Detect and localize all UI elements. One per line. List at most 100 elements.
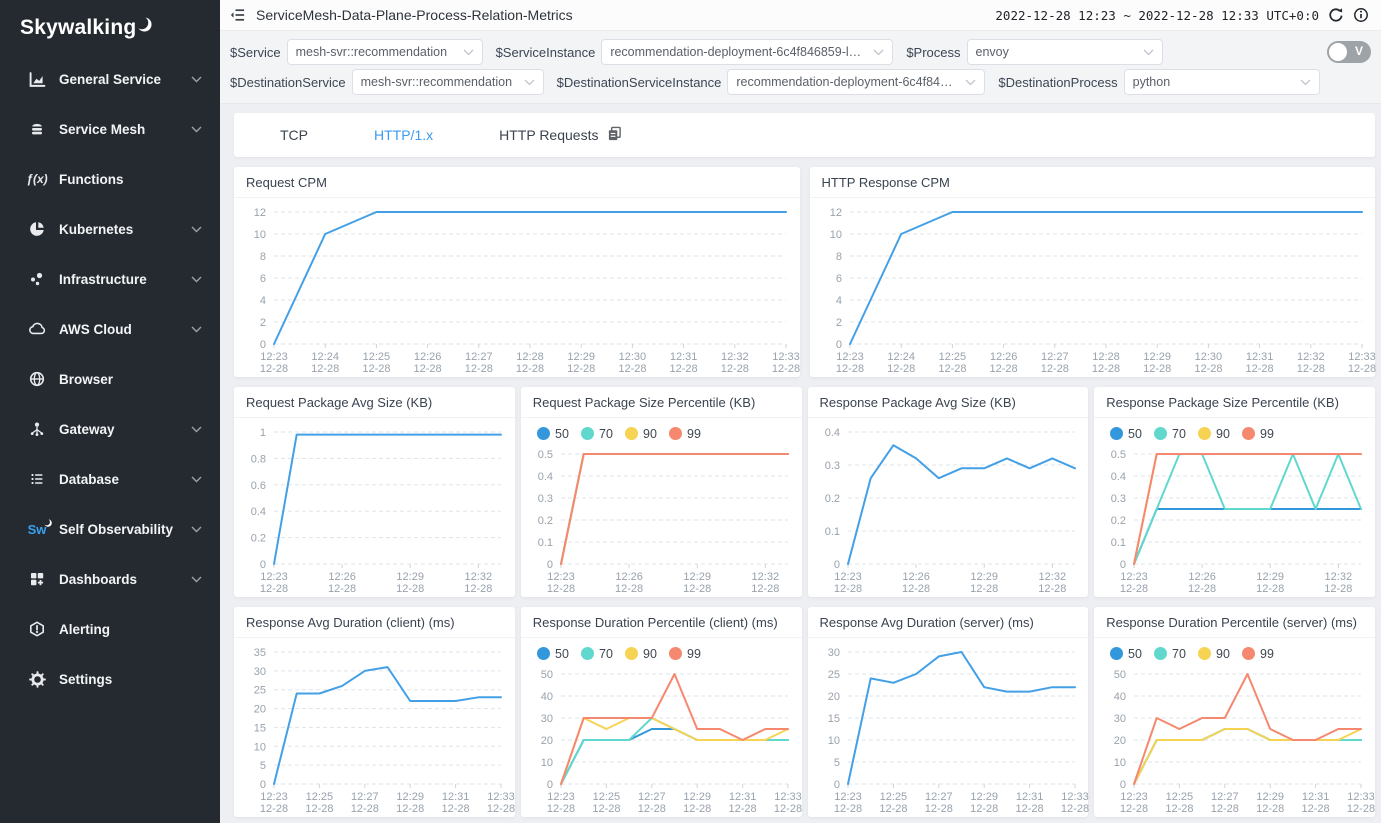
svg-text:12:23: 12:23 xyxy=(1120,791,1148,803)
sidebar-item-browser[interactable]: Browser xyxy=(0,354,220,404)
svg-text:99: 99 xyxy=(687,427,701,441)
info-icon[interactable] xyxy=(1353,7,1369,23)
chevron-down-icon xyxy=(191,576,202,583)
svg-text:12-28: 12-28 xyxy=(721,363,749,375)
svg-text:2: 2 xyxy=(260,317,266,329)
response-avg-duration-server-chart: 05101520253012:2312-2812:2512-2812:2712-… xyxy=(827,647,1088,815)
process-select[interactable]: envoy xyxy=(966,39,1163,65)
chevron-down-icon xyxy=(965,79,976,86)
svg-text:50: 50 xyxy=(1128,647,1142,661)
svg-text:12-28: 12-28 xyxy=(1038,583,1066,595)
request-cpm-card: Request CPM 0 2 4 6 8 10 12 12:23 12-28 12:24 12-2… xyxy=(234,167,800,377)
sidebar-item-service-mesh[interactable]: Service Mesh xyxy=(0,104,220,154)
svg-text:12:32: 12:32 xyxy=(751,571,779,583)
svg-text:12:32: 12:32 xyxy=(1297,351,1325,363)
sidebar-item-aws-cloud[interactable]: AWS Cloud xyxy=(0,304,220,354)
svg-text:12:32: 12:32 xyxy=(1325,571,1353,583)
destination-service-select[interactable]: mesh-svr::recommendation xyxy=(351,69,544,95)
svg-text:12:33: 12:33 xyxy=(487,791,515,803)
chevron-down-icon xyxy=(191,226,202,233)
chart-title: Response Duration Percentile (server) (m… xyxy=(1094,607,1375,638)
svg-text:12:29: 12:29 xyxy=(396,571,424,583)
service-instance-select[interactable]: recommendation-deployment-6c4f846859-l8r… xyxy=(601,39,894,65)
chevron-down-icon xyxy=(524,79,535,86)
sidebar-item-gateway[interactable]: Gateway xyxy=(0,404,220,454)
svg-text:12:31: 12:31 xyxy=(729,791,757,803)
svg-text:0.3: 0.3 xyxy=(537,493,552,505)
chevron-down-icon xyxy=(191,126,202,133)
svg-text:99: 99 xyxy=(687,647,701,661)
svg-text:12:33: 12:33 xyxy=(774,791,802,803)
svg-text:12:28: 12:28 xyxy=(516,351,544,363)
svg-text:50: 50 xyxy=(1114,669,1126,681)
time-range[interactable]: 2022-12-28 12:23 ~ 2022-12-28 12:33 UTC+… xyxy=(995,7,1319,23)
svg-text:12-28: 12-28 xyxy=(1256,583,1284,595)
svg-text:12:30: 12:30 xyxy=(1194,351,1222,363)
request-cpm-chart: 02468101212:2312-2812:2412-2812:2512-281… xyxy=(254,207,800,375)
sidebar-item-infrastructure[interactable]: Infrastructure xyxy=(0,254,220,304)
svg-text:12:26: 12:26 xyxy=(1189,571,1217,583)
chevron-down-icon xyxy=(1300,79,1311,86)
svg-text:12-28: 12-28 xyxy=(989,363,1017,375)
svg-text:0.2: 0.2 xyxy=(1111,515,1126,527)
response-duration-percentile-server-chart: 0102030405012:2312-2812:2512-2812:2712-2… xyxy=(1110,647,1375,815)
svg-text:12:24: 12:24 xyxy=(311,351,339,363)
svg-text:0.3: 0.3 xyxy=(1111,493,1126,505)
svg-text:12-28: 12-28 xyxy=(774,803,802,815)
service-label: $Service xyxy=(230,44,281,60)
svg-text:12:23: 12:23 xyxy=(836,351,864,363)
destination-process-label: $DestinationProcess xyxy=(998,74,1118,90)
svg-text:12-28: 12-28 xyxy=(1143,363,1171,375)
tab-tcp[interactable]: TCP xyxy=(280,127,308,143)
sidebar-item-functions[interactable]: ƒ(x) Functions xyxy=(26,171,124,187)
svg-text:12: 12 xyxy=(254,207,266,219)
refresh-icon[interactable] xyxy=(1328,7,1344,23)
chart-title: Request Package Size Percentile (KB) xyxy=(520,387,802,418)
svg-text:12-28: 12-28 xyxy=(351,803,379,815)
view-toggle[interactable]: V xyxy=(1327,41,1371,63)
svg-text:12-28: 12-28 xyxy=(260,363,288,375)
chevron-down-icon xyxy=(191,476,202,483)
svg-text:90: 90 xyxy=(1216,427,1230,441)
http-response-cpm-chart: 02468101212:2312-2812:2412-2812:2512-281… xyxy=(829,207,1375,375)
svg-text:90: 90 xyxy=(643,647,657,661)
svg-text:30: 30 xyxy=(254,666,266,678)
sidebar-item-dashboards[interactable]: Dashboards xyxy=(0,554,220,604)
destination-process-select[interactable]: python xyxy=(1123,69,1320,95)
svg-text:0: 0 xyxy=(260,779,266,791)
collapse-sidebar-icon[interactable] xyxy=(229,7,246,23)
svg-text:0.3: 0.3 xyxy=(824,460,839,472)
svg-text:12-28: 12-28 xyxy=(1040,363,1068,375)
sidebar-item-database[interactable]: Database xyxy=(0,454,220,504)
tab-http1x[interactable]: HTTP/1.x xyxy=(374,127,434,143)
svg-text:12-28: 12-28 xyxy=(618,363,646,375)
svg-text:0: 0 xyxy=(835,339,841,351)
dots-icon xyxy=(27,271,47,287)
service-select[interactable]: mesh-svr::recommendation xyxy=(286,39,483,65)
sidebar-item-settings[interactable]: Settings xyxy=(0,654,220,704)
svg-text:12:23: 12:23 xyxy=(547,571,575,583)
svg-text:12-28: 12-28 xyxy=(683,583,711,595)
svg-text:12-28: 12-28 xyxy=(1256,803,1284,815)
sidebar-item-kubernetes[interactable]: Kubernetes xyxy=(0,204,220,254)
chart-row-2: Request Package Avg Size (KB) 0 0.2 0.4 0.6… xyxy=(234,387,1375,597)
chevron-down-icon xyxy=(873,49,884,56)
svg-text:12:30: 12:30 xyxy=(619,351,647,363)
svg-text:0.5: 0.5 xyxy=(1111,449,1126,461)
chevron-down-icon xyxy=(1143,49,1154,56)
tab-http-requests[interactable]: HTTP Requests xyxy=(499,126,622,144)
svg-text:10: 10 xyxy=(829,229,841,241)
svg-text:20: 20 xyxy=(1114,735,1126,747)
filter-row-2: $DestinationService mesh-svr::recommenda… xyxy=(230,69,1371,95)
svg-text:12:29: 12:29 xyxy=(567,351,595,363)
svg-text:20: 20 xyxy=(827,691,839,703)
sidebar-item-general-service[interactable]: General Service xyxy=(0,54,220,104)
destination-service-instance-select[interactable]: recommendation-deployment-6c4f846859-l8r… xyxy=(727,69,986,95)
svg-text:12:31: 12:31 xyxy=(1245,351,1273,363)
svg-text:35: 35 xyxy=(254,647,266,659)
pie-icon xyxy=(27,221,47,237)
svg-text:12:29: 12:29 xyxy=(396,791,424,803)
sidebar-item-self-observability[interactable]: Sw Self Observability xyxy=(0,504,220,554)
sidebar-item-alerting[interactable]: Alerting xyxy=(0,604,220,654)
svg-text:70: 70 xyxy=(1172,427,1186,441)
